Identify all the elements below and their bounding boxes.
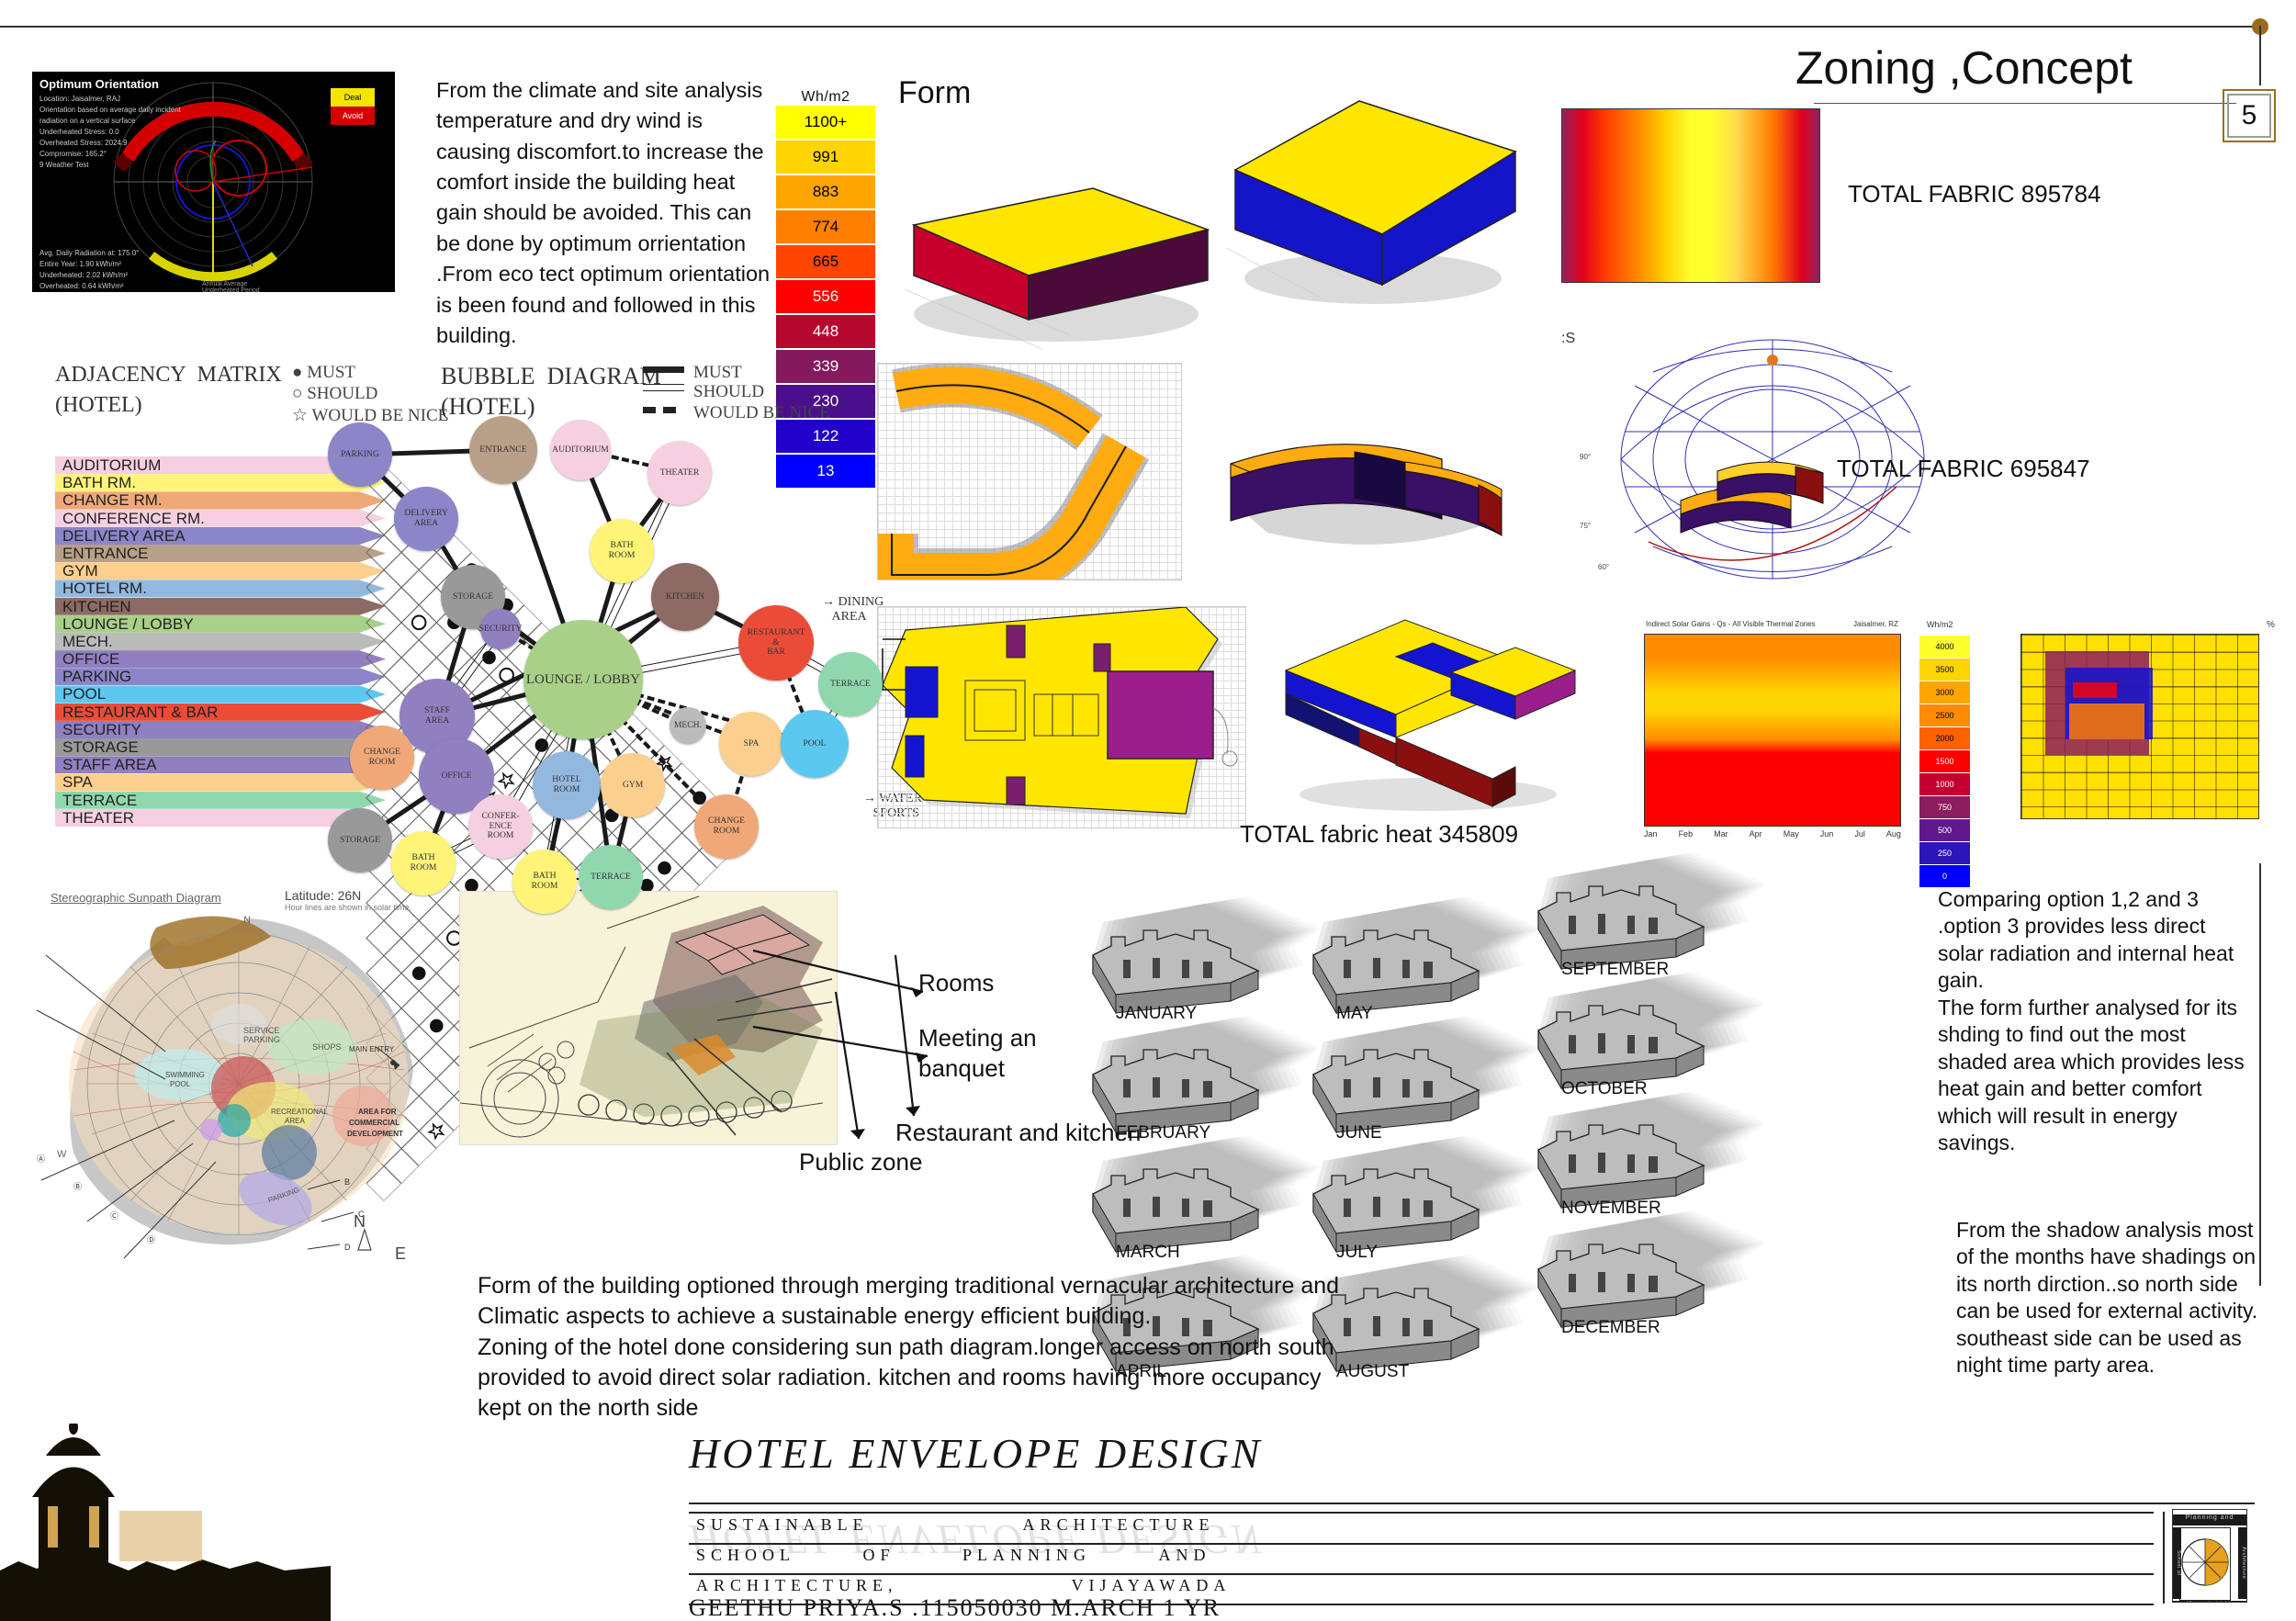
svg-text:60°: 60° (1598, 563, 1609, 571)
svg-text:Ⓑ: Ⓑ (73, 1182, 82, 1191)
svg-text:Ⓐ: Ⓐ (37, 1154, 45, 1164)
svg-text:90°: 90° (1580, 453, 1591, 461)
svg-text:B: B (344, 1177, 350, 1187)
svg-text:Ⓓ: Ⓓ (147, 1235, 155, 1244)
svg-text:D: D (344, 1243, 351, 1252)
svg-text:75°: 75° (1580, 522, 1591, 530)
svg-text:Ⓒ: Ⓒ (110, 1211, 118, 1221)
